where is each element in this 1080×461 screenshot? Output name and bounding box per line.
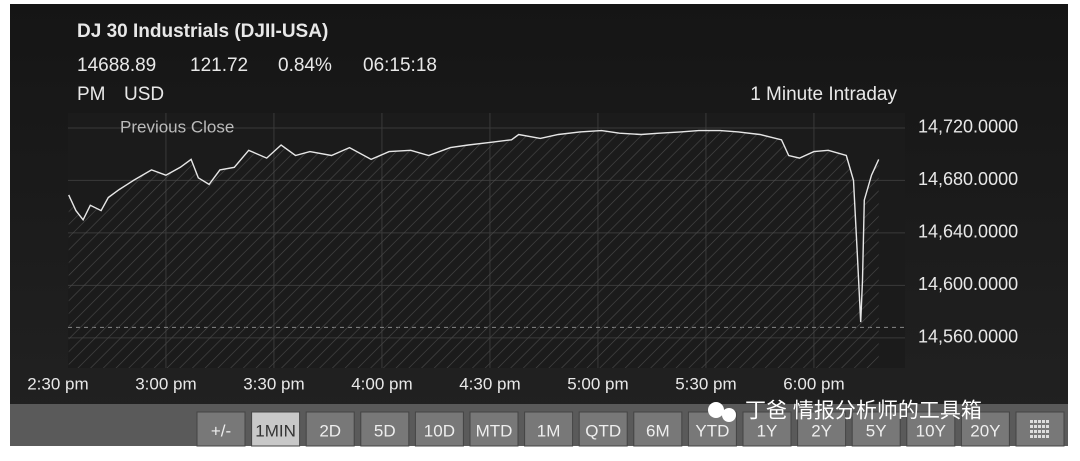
icon-cell [1034, 435, 1037, 438]
button-face [469, 411, 519, 447]
button-face [414, 411, 464, 447]
toolbar-button[interactable]: 6M [633, 411, 683, 447]
button-label: QTD [585, 421, 621, 440]
x-tick-label: 3:00 pm [135, 374, 196, 393]
button-face [906, 411, 956, 447]
currency: USD [124, 84, 164, 105]
toolbar-button[interactable]: +/- [196, 411, 246, 447]
icon-cell [1042, 425, 1045, 428]
time: 06:15:18 [363, 55, 437, 76]
x-tick-label: 5:30 pm [675, 374, 736, 393]
toolbar-button[interactable]: 2D [305, 411, 355, 447]
icon-cell [1030, 425, 1033, 428]
button-label: 5Y [866, 421, 887, 440]
x-tick-label: 2:30 pm [27, 374, 88, 393]
icon-cell [1046, 435, 1049, 438]
button-face [1015, 411, 1065, 447]
button-label: MTD [476, 421, 513, 440]
x-tick-label: 4:00 pm [351, 374, 412, 393]
toolbar-button[interactable]: 5Y [851, 411, 901, 447]
watermark: 丁爸 情报分析师的工具箱 [745, 400, 982, 423]
y-tick-label: 14,600.0000 [918, 274, 1018, 294]
button-face [524, 411, 574, 447]
toolbar-button[interactable]: 2Y [797, 411, 847, 447]
watermark-icon [722, 408, 736, 422]
button-label: 1Y [757, 421, 778, 440]
y-tick-label: 14,560.0000 [918, 327, 1018, 347]
y-tick-label: 14,720.0000 [918, 117, 1018, 137]
reference-label: Previous Close [120, 117, 234, 136]
change: 121.72 [190, 55, 248, 76]
icon-cell [1030, 435, 1033, 438]
grid-view-button[interactable] [1015, 411, 1065, 447]
icon-cell [1046, 420, 1049, 423]
icon-cell [1034, 425, 1037, 428]
x-tick-label: 5:00 pm [567, 374, 628, 393]
toolbar-button[interactable]: 10D [414, 411, 464, 447]
toolbar-button[interactable]: 20Y [960, 411, 1010, 447]
button-face [742, 411, 792, 447]
icon-cell [1038, 435, 1041, 438]
button-face [360, 411, 410, 447]
icon-cell [1038, 420, 1041, 423]
x-tick-label: 3:30 pm [243, 374, 304, 393]
meridiem: PM [77, 84, 106, 105]
button-label: 5D [374, 421, 396, 440]
icon-cell [1042, 430, 1045, 433]
price-line [68, 129, 880, 323]
icon-cell [1046, 430, 1049, 433]
x-tick-label: 6:00 pm [783, 374, 844, 393]
last-price: 14688.89 [77, 55, 156, 76]
button-face [196, 411, 246, 447]
title: DJ 30 Industrials (DJII-USA) [77, 21, 328, 42]
button-label: 10Y [916, 421, 946, 440]
icon-cell [1042, 420, 1045, 423]
toolbar-button[interactable]: QTD [578, 411, 628, 447]
button-face [960, 411, 1010, 447]
toolbar-button[interactable]: MTD [469, 411, 519, 447]
watermark-icon [708, 402, 724, 418]
toolbar-button[interactable]: 1Y [742, 411, 792, 447]
button-label: 2Y [811, 421, 832, 440]
icon-cell [1030, 420, 1033, 423]
toolbar-button[interactable]: 1MIN [251, 411, 301, 447]
icon-cell [1042, 435, 1045, 438]
y-tick-label: 14,640.0000 [918, 222, 1018, 242]
button-face [305, 411, 355, 447]
button-face [797, 411, 847, 447]
button-label: 2D [319, 421, 341, 440]
change-pct: 0.84% [278, 55, 332, 76]
interval: 1 Minute Intraday [750, 84, 897, 105]
button-label: 10D [424, 421, 455, 440]
button-label: YTD [695, 421, 729, 440]
button-label: 1M [537, 421, 561, 440]
toolbar-button[interactable]: 5D [360, 411, 410, 447]
icon-cell [1038, 425, 1041, 428]
area-fill [68, 130, 879, 368]
icon-cell [1038, 430, 1041, 433]
button-face [578, 411, 628, 447]
button-label: 6M [646, 421, 670, 440]
x-tick-label: 4:30 pm [459, 374, 520, 393]
button-label: 1MIN [255, 421, 296, 440]
button-label: 20Y [970, 421, 1000, 440]
toolbar-button[interactable]: 10Y [906, 411, 956, 447]
button-label: +/- [211, 421, 231, 440]
toolbar-button[interactable]: 1M [524, 411, 574, 447]
icon-cell [1034, 430, 1037, 433]
y-tick-label: 14,680.0000 [918, 169, 1018, 189]
button-face [851, 411, 901, 447]
icon-cell [1046, 425, 1049, 428]
button-face [251, 411, 301, 447]
icon-cell [1034, 420, 1037, 423]
button-face [633, 411, 683, 447]
icon-cell [1030, 430, 1033, 433]
